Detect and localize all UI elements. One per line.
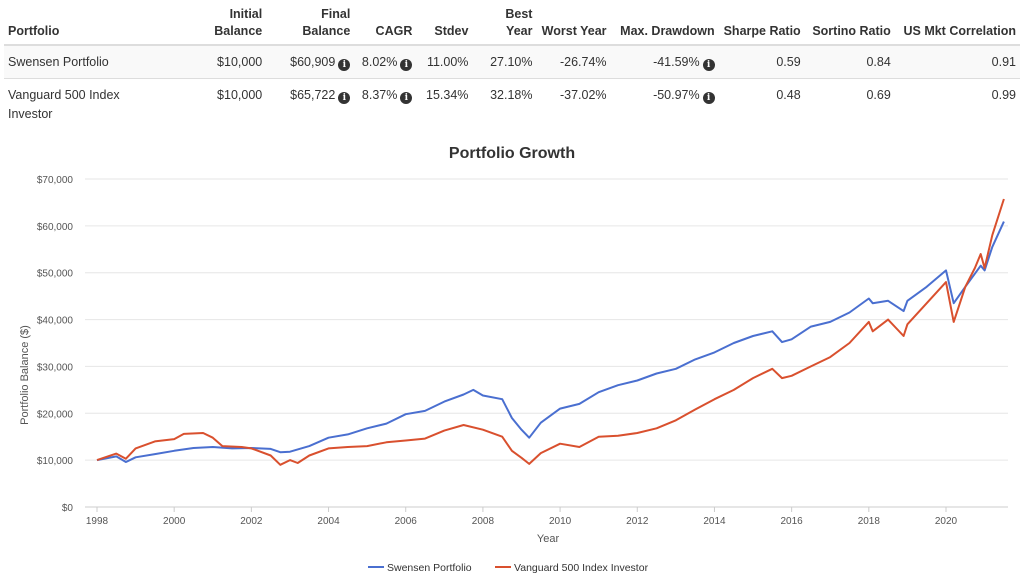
portfolio-stats-table: Portfolio Initial Balance Final Balance CAG… (4, 4, 1020, 130)
x-tick-label: 2014 (703, 516, 726, 527)
info-icon[interactable]: i (400, 92, 413, 104)
x-tick-label: 2020 (935, 516, 958, 527)
cell-value: 0.91 (991, 55, 1016, 69)
cell-value: -26.74% (559, 55, 607, 69)
x-tick-label: 2016 (781, 516, 804, 527)
column-header: Initial Balance (204, 4, 267, 46)
table-cell: Swensen Portfolio (4, 44, 205, 79)
cell-value: 0.48 (776, 88, 801, 102)
cell-value: 32.18% (490, 88, 533, 102)
x-tick-label: 2006 (395, 516, 418, 527)
table-cell: 0.99 (894, 78, 1020, 130)
column-header: Portfolio (4, 4, 205, 46)
table-cell: $10,000 (204, 78, 267, 130)
column-header: Final Balance (266, 4, 355, 46)
y-tick-label: $30,000 (37, 362, 74, 373)
table-cell: 0.69 (804, 78, 895, 130)
legend-item[interactable]: Swensen Portfolio (368, 562, 472, 574)
info-icon[interactable]: i (338, 59, 351, 71)
table-cell: 11.00% (416, 44, 473, 79)
cell-value: -41.59% (653, 55, 700, 69)
cell-value: 8.37% (361, 88, 398, 102)
y-axis-label: Portfolio Balance ($) (19, 325, 31, 425)
info-icon[interactable]: i (702, 59, 715, 71)
y-tick-label: $70,000 (37, 175, 74, 186)
table-cell: 15.34% (416, 78, 473, 130)
table-header-row: Portfolio Initial Balance Final Balance CAG… (4, 4, 1020, 46)
cell-value: $60,909 (290, 55, 336, 69)
cell-value: -37.02% (559, 88, 607, 102)
column-header: Sharpe Ratio (718, 4, 805, 46)
table-cell: $60,909 i (266, 44, 355, 79)
x-tick-label: 2004 (317, 516, 340, 527)
cell-value: 0.84 (866, 55, 891, 69)
cell-value: Vanguard 500 Index Investor (8, 88, 120, 121)
cell-value: 27.10% (490, 55, 533, 69)
table-cell: 0.84 (804, 44, 895, 79)
column-header: CAGR (354, 4, 417, 46)
cell-value: $10,000 (217, 55, 263, 69)
cell-value: 15.34% (426, 88, 469, 102)
table-cell: 0.59 (718, 44, 805, 79)
y-tick-label: $20,000 (37, 409, 74, 420)
legend-label: Swensen Portfolio (387, 562, 472, 574)
info-icon[interactable]: i (702, 92, 715, 104)
table-cell: 8.37% i (354, 78, 417, 130)
table-cell: 32.18% (472, 78, 537, 130)
cell-value: 8.02% (361, 55, 398, 69)
cell-value: -50.97% (653, 88, 700, 102)
x-tick-label: 2000 (163, 516, 186, 527)
x-tick-label: 2012 (626, 516, 649, 527)
x-tick-label: 2002 (240, 516, 263, 527)
column-header: Max. Drawdown (610, 4, 719, 46)
y-tick-label: $50,000 (37, 269, 74, 280)
portfolio-growth-chart: Portfolio Growth $0 $10,000 $20,000 $30,000… (19, 145, 1008, 574)
table-cell: -37.02% (536, 78, 611, 130)
column-header: Stdev (416, 4, 473, 46)
chart-title: Portfolio Growth (449, 145, 575, 162)
table-cell: 8.02% i (354, 44, 417, 79)
column-header: Sortino Ratio (804, 4, 895, 46)
y-tick-label: $40,000 (37, 316, 74, 327)
series-line-vanguard (96, 198, 1005, 466)
legend-label: Vanguard 500 Index Investor (514, 562, 649, 574)
series-line-swensen (96, 221, 1005, 463)
x-tick-label: 2018 (858, 516, 881, 527)
table-cell: Vanguard 500 Index Investor (4, 78, 205, 130)
table-cell: $65,722 i (266, 78, 355, 130)
info-icon[interactable]: i (338, 92, 351, 104)
cell-value: Swensen Portfolio (8, 55, 109, 69)
x-tick-label: 2008 (472, 516, 495, 527)
x-tick-label: 2010 (549, 516, 572, 527)
y-tick-label: $10,000 (37, 456, 74, 467)
table-cell: -41.59% i (610, 44, 719, 79)
column-header: US Mkt Correlation (894, 4, 1020, 46)
cell-value: 11.00% (426, 55, 469, 69)
table-cell: 0.48 (718, 78, 805, 130)
x-tick-label: 1998 (86, 516, 109, 527)
table-cell: $10,000 (204, 44, 267, 79)
x-axis-label: Year (537, 533, 560, 545)
y-tick-label: $0 (62, 503, 74, 514)
cell-value: 0.59 (776, 55, 801, 69)
legend-item[interactable]: Vanguard 500 Index Investor (495, 562, 649, 574)
table-cell: 0.91 (894, 44, 1020, 79)
table-cell: 27.10% (472, 44, 537, 79)
table-cell: -26.74% (536, 44, 611, 79)
cell-value: 0.69 (866, 88, 891, 102)
cell-value: 0.99 (991, 88, 1016, 102)
table-cell: -50.97% i (610, 78, 719, 130)
column-header: Worst Year (536, 4, 611, 46)
cell-value: $10,000 (217, 88, 263, 102)
table-row: Swensen Portfolio $10,000 $60,909 i 8.02% i 11… (4, 44, 1020, 79)
cell-value: $65,722 (290, 88, 336, 102)
column-header: Best Year (472, 4, 537, 46)
info-icon[interactable]: i (400, 59, 413, 71)
y-tick-label: $60,000 (37, 222, 74, 233)
table-row: Vanguard 500 Index Investor $10,000 $65,72… (4, 78, 1020, 130)
